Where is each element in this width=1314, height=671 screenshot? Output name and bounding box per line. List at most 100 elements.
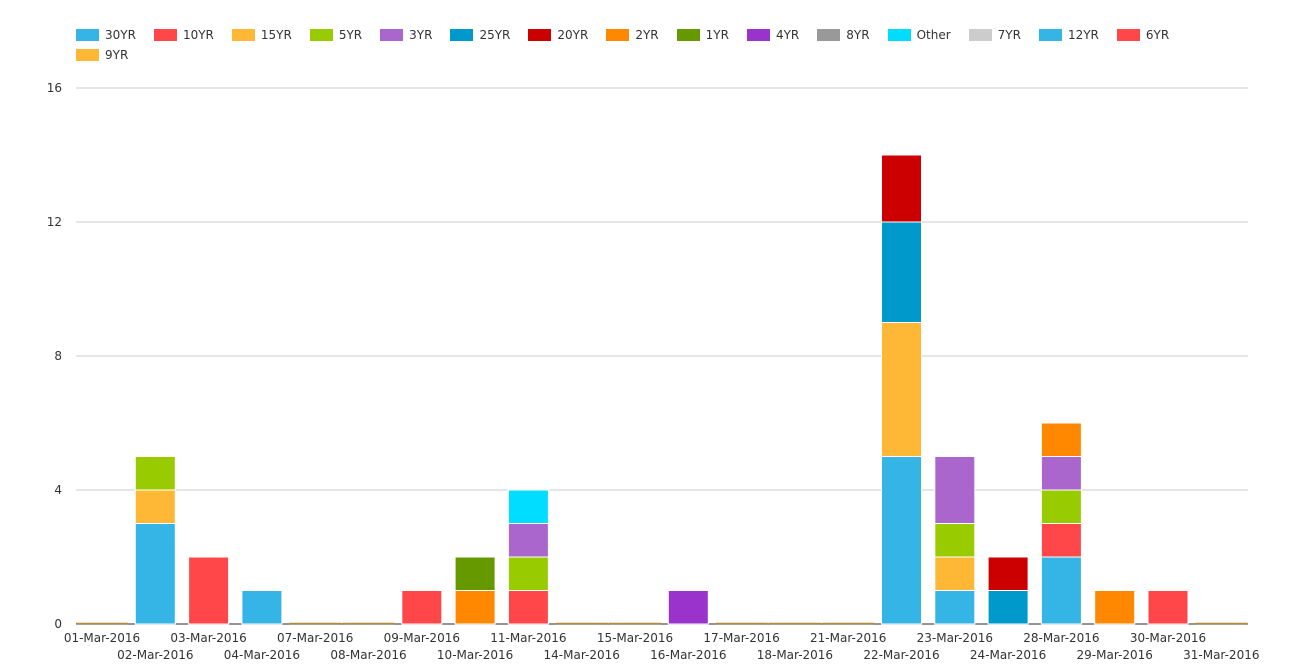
x-tick-label: 30-Mar-2016	[1130, 631, 1206, 645]
x-tick-label: 09-Mar-2016	[384, 631, 460, 645]
legend-label: 2YR	[635, 27, 659, 42]
legend-label: 7YR	[997, 27, 1021, 42]
bar-segment-30yr[interactable]	[881, 456, 922, 625]
x-axis: 01-Mar-2016 02-Mar-2016 03-Mar-2016 04-Mar-…	[64, 631, 1260, 662]
bar-segment-5yr[interactable]	[507, 556, 549, 591]
x-tick-label: 16-Mar-2016	[650, 648, 726, 662]
bar-segment-6yr[interactable]	[1147, 590, 1189, 625]
legend-label: 10YR	[182, 27, 214, 42]
legend-item-2yr[interactable]: 2YR	[606, 27, 659, 42]
legend-label: 15YR	[260, 27, 292, 42]
x-tick-label: 10-Mar-2016	[437, 648, 513, 662]
legend-swatch	[676, 28, 700, 41]
bar-segment-10yr[interactable]	[401, 590, 443, 625]
bar-segment-30yr[interactable]	[934, 590, 976, 625]
x-tick-label: 22-Mar-2016	[863, 648, 939, 662]
legend-item-12yr[interactable]: 12YR	[1038, 27, 1099, 42]
x-tick-label: 21-Mar-2016	[810, 631, 886, 645]
y-tick-label: 8	[54, 349, 62, 363]
bar-segment-2yr[interactable]	[1040, 422, 1082, 457]
x-tick-label: 15-Mar-2016	[597, 631, 673, 645]
bar-segment-30yr[interactable]	[1040, 556, 1082, 625]
legend-label: 8YR	[846, 27, 870, 42]
y-axis: 0 4 8 12 16	[47, 81, 62, 631]
bar-segment-5yr[interactable]	[134, 456, 176, 491]
x-tick-label: 17-Mar-2016	[703, 631, 779, 645]
legend-swatch	[231, 28, 255, 41]
x-tick-label: 11-Mar-2016	[490, 631, 566, 645]
bar-segment-10yr[interactable]	[1040, 523, 1082, 558]
x-tick-label: 28-Mar-2016	[1023, 631, 1099, 645]
x-tick-label: 04-Mar-2016	[224, 648, 300, 662]
bar-segment-2yr[interactable]	[454, 590, 496, 625]
y-tick-label: 12	[47, 215, 62, 229]
legend-swatch	[153, 28, 177, 41]
bar-segment-25yr[interactable]	[987, 590, 1029, 625]
x-tick-label: 07-Mar-2016	[277, 631, 353, 645]
legend-swatch	[380, 28, 404, 41]
legend-label: 20YR	[557, 27, 589, 42]
legend-label: 4YR	[775, 27, 800, 42]
bar-segment-20yr[interactable]	[881, 154, 922, 223]
legend-item-10yr[interactable]: 10YR	[153, 27, 214, 42]
bar-segment-10yr[interactable]	[507, 590, 549, 625]
legend-item-3yr[interactable]: 3YR	[380, 27, 432, 42]
x-tick-label: 03-Mar-2016	[170, 631, 246, 645]
legend-label: 9YR	[105, 47, 129, 62]
legend-swatch	[450, 28, 474, 41]
bar-segment-other[interactable]	[507, 489, 549, 524]
x-tick-label: 24-Mar-2016	[970, 648, 1046, 662]
legend-item-9yr[interactable]: 9YR	[76, 47, 128, 62]
bar-segment-30yr[interactable]	[241, 590, 283, 625]
y-tick-label: 16	[47, 81, 62, 95]
chart-legend: 30YR 10YR 15YR 5YR 3YR 25YR 20YR 2YR 1YR 4YR 8YR Ot…	[76, 27, 1236, 62]
legend-swatch	[606, 28, 630, 41]
x-tick-label: 08-Mar-2016	[330, 648, 406, 662]
bar-segment-2yr[interactable]	[1094, 590, 1136, 625]
bar-segment-3yr[interactable]	[1040, 456, 1082, 491]
legend-swatch	[746, 28, 770, 41]
x-tick-label: 14-Mar-2016	[544, 648, 620, 662]
y-tick-label: 0	[54, 617, 62, 631]
legend-label: 1YR	[705, 27, 729, 42]
bar-segment-5yr[interactable]	[1040, 489, 1082, 524]
legend-item-7yr[interactable]: 7YR	[968, 27, 1021, 42]
bars	[76, 154, 1248, 625]
bar-segment-15yr[interactable]	[881, 322, 922, 457]
legend-label: 30YR	[105, 27, 136, 42]
bar-segment-25yr[interactable]	[881, 221, 922, 323]
legend-item-25yr[interactable]: 25YR	[450, 27, 510, 42]
bar-segment-4yr[interactable]	[667, 590, 709, 625]
legend-item-4yr[interactable]: 4YR	[746, 27, 800, 42]
bar-segment-15yr[interactable]	[934, 556, 976, 591]
y-tick-label: 4	[54, 483, 62, 497]
legend-swatch	[76, 28, 99, 41]
legend-swatch	[76, 48, 99, 61]
legend-swatch	[887, 28, 911, 41]
bar-segment-15yr[interactable]	[134, 489, 176, 524]
x-tick-label: 01-Mar-2016	[64, 631, 140, 645]
legend-item-6yr[interactable]: 6YR	[1116, 27, 1169, 42]
legend-item-1yr[interactable]: 1YR	[676, 27, 729, 42]
bar-segment-1yr[interactable]	[454, 556, 496, 591]
legend-swatch	[1116, 28, 1140, 41]
bar-segment-10yr[interactable]	[188, 556, 230, 625]
x-tick-label: 31-Mar-2016	[1183, 648, 1259, 662]
bar-segment-3yr[interactable]	[507, 523, 549, 558]
legend-item-30yr[interactable]: 30YR	[76, 27, 136, 42]
legend-swatch	[968, 28, 992, 41]
legend-label: 5YR	[338, 27, 363, 42]
legend-item-20yr[interactable]: 20YR	[528, 27, 588, 42]
legend-label: 12YR	[1067, 27, 1099, 42]
legend-item-15yr[interactable]: 15YR	[231, 27, 292, 42]
x-tick-label: 02-Mar-2016	[117, 648, 193, 662]
legend-item-8yr[interactable]: 8YR	[817, 27, 870, 42]
legend-label: 25YR	[479, 27, 511, 42]
bar-segment-3yr[interactable]	[934, 456, 976, 524]
legend-item-other[interactable]: Other	[887, 27, 951, 42]
bar-segment-20yr[interactable]	[987, 556, 1029, 591]
legend-item-5yr[interactable]: 5YR	[309, 27, 363, 42]
bar-segment-30yr[interactable]	[134, 523, 176, 625]
bar-segment-5yr[interactable]	[934, 523, 976, 558]
